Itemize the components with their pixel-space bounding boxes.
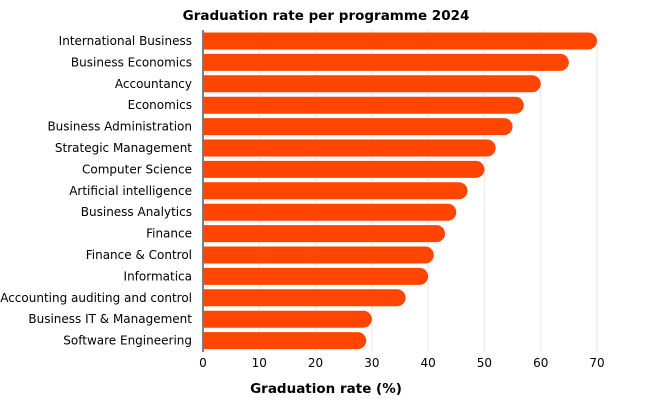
bar bbox=[203, 75, 541, 93]
bar bbox=[203, 332, 367, 350]
x-tick-label: 70 bbox=[589, 356, 604, 370]
category-label: International Business bbox=[59, 34, 192, 48]
x-tick-label: 10 bbox=[252, 356, 267, 370]
bars bbox=[203, 32, 597, 350]
x-tick-label: 0 bbox=[199, 356, 207, 370]
x-tick-label: 30 bbox=[364, 356, 379, 370]
category-label: Informatica bbox=[124, 269, 192, 283]
category-label: Artificial intelligence bbox=[69, 184, 192, 198]
category-label: Business Administration bbox=[47, 120, 192, 134]
category-label: Accounting auditing and control bbox=[0, 291, 192, 305]
bar bbox=[203, 203, 457, 221]
bar bbox=[203, 225, 446, 243]
category-label: Finance bbox=[146, 227, 192, 241]
category-label: Finance & Control bbox=[86, 248, 192, 262]
category-label: Strategic Management bbox=[55, 141, 192, 155]
x-tick-label: 40 bbox=[421, 356, 436, 370]
chart-title: Graduation rate per programme 2024 bbox=[183, 8, 470, 24]
bar bbox=[203, 289, 406, 307]
category-label: Economics bbox=[128, 98, 192, 112]
category-label: Accountancy bbox=[115, 77, 192, 91]
bar bbox=[203, 267, 429, 285]
x-tick-label: 60 bbox=[533, 356, 548, 370]
bar bbox=[203, 53, 569, 71]
x-tick-label: 50 bbox=[477, 356, 492, 370]
category-label: Computer Science bbox=[82, 162, 192, 176]
category-label: Business IT & Management bbox=[28, 312, 192, 326]
bar bbox=[203, 246, 434, 264]
category-labels: International Business Business Economics… bbox=[0, 34, 192, 348]
category-label: Software Engineering bbox=[63, 334, 192, 348]
bar bbox=[203, 96, 524, 114]
bar bbox=[203, 310, 372, 328]
bar bbox=[203, 118, 513, 136]
bar bbox=[203, 182, 468, 200]
x-axis-ticks: 0 10 20 30 40 50 60 70 bbox=[199, 356, 604, 370]
x-tick-label: 20 bbox=[308, 356, 323, 370]
bar bbox=[203, 32, 597, 50]
category-label: Business Analytics bbox=[81, 205, 192, 219]
bar bbox=[203, 139, 496, 157]
bar bbox=[203, 160, 485, 178]
category-label: Business Economics bbox=[71, 55, 192, 69]
x-axis-title: Graduation rate (%) bbox=[250, 381, 402, 397]
